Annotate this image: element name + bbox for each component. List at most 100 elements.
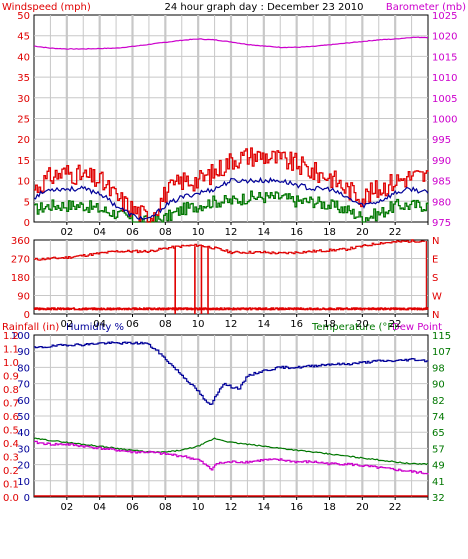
humidity-tick-label: 70 — [17, 380, 30, 391]
barometer-tick-label: 990 — [432, 156, 451, 167]
compass-label: E — [432, 255, 438, 266]
wind-average-line — [33, 176, 429, 220]
windspeed-tick-label: 5 — [24, 197, 30, 208]
windspeed-tick-label: 20 — [17, 135, 30, 146]
windspeed-tick-label: 50 — [17, 11, 30, 22]
barometer-tick-label: 1005 — [432, 94, 457, 105]
windspeed-tick-label: 15 — [17, 156, 30, 167]
x-tick-label: 08 — [159, 227, 172, 238]
wind-direction-line — [34, 239, 426, 261]
barometer-tick-label: 985 — [432, 177, 451, 188]
x-tick-label: 02 — [60, 319, 73, 330]
rainfall-tick-label: 0.8 — [3, 385, 19, 396]
humidity-line — [34, 341, 429, 405]
windspeed-axis-title: Windspeed (mph) — [2, 2, 91, 13]
chart-title: 24 hour graph day : December 23 2010 — [165, 2, 364, 13]
x-tick-label: 18 — [323, 227, 336, 238]
windspeed-tick-label: 40 — [17, 52, 30, 63]
x-tick-label: 14 — [257, 502, 270, 513]
temperature-tick-label: 98 — [432, 363, 445, 374]
windspeed-tick-label: 30 — [17, 94, 30, 105]
temperature-axis-title: Temperature (°F) — [311, 322, 397, 333]
direction-tick-label: 360 — [11, 236, 30, 247]
humidity-tick-label: 90 — [17, 347, 30, 358]
barometer-line — [33, 36, 428, 50]
temperature-tick-label: 82 — [432, 396, 445, 407]
x-tick-label: 04 — [93, 502, 106, 513]
windspeed-tick-label: 10 — [17, 177, 30, 188]
humidity-tick-label: 30 — [17, 444, 30, 455]
x-tick-label: 22 — [389, 319, 402, 330]
rainfall-tick-label: 0.3 — [3, 453, 19, 464]
temperature-tick-label: 57 — [432, 444, 445, 455]
barometer-tick-label: 1020 — [432, 32, 457, 43]
windspeed-tick-label: 35 — [17, 73, 30, 84]
rainfall-axis-title: Rainfall (in) — [2, 322, 59, 333]
temperature-tick-label: 90 — [432, 380, 445, 391]
humidity-tick-label: 80 — [17, 363, 30, 374]
x-tick-label: 10 — [192, 227, 205, 238]
x-tick-label: 04 — [93, 319, 106, 330]
x-tick-label: 18 — [323, 319, 336, 330]
x-tick-label: 06 — [126, 227, 139, 238]
dewpoint-line — [34, 440, 429, 475]
barometer-tick-label: 1000 — [432, 115, 457, 126]
compass-label: S — [432, 273, 438, 284]
wind-gust-line — [34, 147, 429, 223]
x-tick-label: 20 — [356, 227, 369, 238]
direction-tick-label: 0 — [24, 310, 30, 321]
wind-barometer-panel: 02 04 06 08 10 12 14 16 18 20 22051015202530354045… — [17, 11, 457, 238]
temperature-tick-label: 49 — [432, 461, 445, 472]
barometer-axis-title: Barometer (mb) — [386, 2, 466, 13]
wind-low-line — [34, 190, 429, 223]
barometer-tick-label: 1015 — [432, 52, 457, 63]
temperature-tick-label: 65 — [432, 428, 445, 439]
x-tick-label: 22 — [389, 227, 402, 238]
humidity-tick-label: 0 — [24, 493, 30, 504]
x-tick-label: 02 — [60, 227, 73, 238]
humidity-tick-label: 10 — [17, 477, 30, 488]
x-tick-label: 14 — [257, 319, 270, 330]
dewpoint-axis-title: Dew Point — [392, 322, 442, 333]
rainfall-tick-label: 0.7 — [3, 399, 19, 410]
rainfall-tick-label: 0.5 — [3, 426, 19, 437]
rainfall-tick-label: 0.9 — [3, 372, 19, 383]
barometer-tick-label: 975 — [432, 218, 451, 229]
x-tick-label: 10 — [192, 319, 205, 330]
x-tick-label: 08 — [159, 319, 172, 330]
wind-direction-tail — [33, 307, 429, 311]
x-tick-label: 22 — [389, 502, 402, 513]
x-tick-label: 14 — [257, 227, 270, 238]
barometer-tick-label: 995 — [432, 135, 451, 146]
rainfall-tick-label: 0.0 — [3, 493, 19, 504]
humidity-axis-title: Humidity % — [66, 322, 124, 333]
humidity-tick-label: 60 — [17, 396, 30, 407]
direction-tick-label: 180 — [11, 273, 30, 284]
x-tick-label: 02 — [60, 502, 73, 513]
x-tick-label: 16 — [290, 319, 303, 330]
direction-tick-label: 270 — [11, 255, 30, 266]
x-tick-label: 06 — [126, 319, 139, 330]
direction-tick-label: 90 — [17, 292, 30, 303]
x-tick-label: 08 — [159, 502, 172, 513]
x-tick-label: 06 — [126, 502, 139, 513]
windspeed-tick-label: 25 — [17, 115, 30, 126]
compass-label: N — [432, 310, 439, 321]
rainfall-tick-label: 1.1 — [3, 345, 19, 356]
rainfall-tick-label: 0.1 — [3, 480, 19, 491]
temperature-tick-label: 32 — [432, 493, 445, 504]
barometer-tick-label: 1025 — [432, 11, 457, 22]
humidity-temperature-panel: 02 04 06 08 10 12 14 16 18 20 22 0 10 20 30 40 50 60 70 80 9… — [3, 331, 451, 513]
rainfall-tick-label: 0.4 — [3, 439, 19, 450]
rainfall-tick-label: 1.2 — [3, 331, 19, 342]
x-tick-label: 12 — [225, 319, 238, 330]
x-tick-label: 12 — [225, 502, 238, 513]
windspeed-tick-label: 45 — [17, 32, 30, 43]
humidity-tick-label: 20 — [17, 461, 30, 472]
temperature-tick-label: 74 — [432, 412, 445, 423]
humidity-tick-label: 40 — [17, 428, 30, 439]
windspeed-tick-label: 0 — [24, 218, 30, 229]
temperature-tick-label: 41 — [432, 477, 445, 488]
